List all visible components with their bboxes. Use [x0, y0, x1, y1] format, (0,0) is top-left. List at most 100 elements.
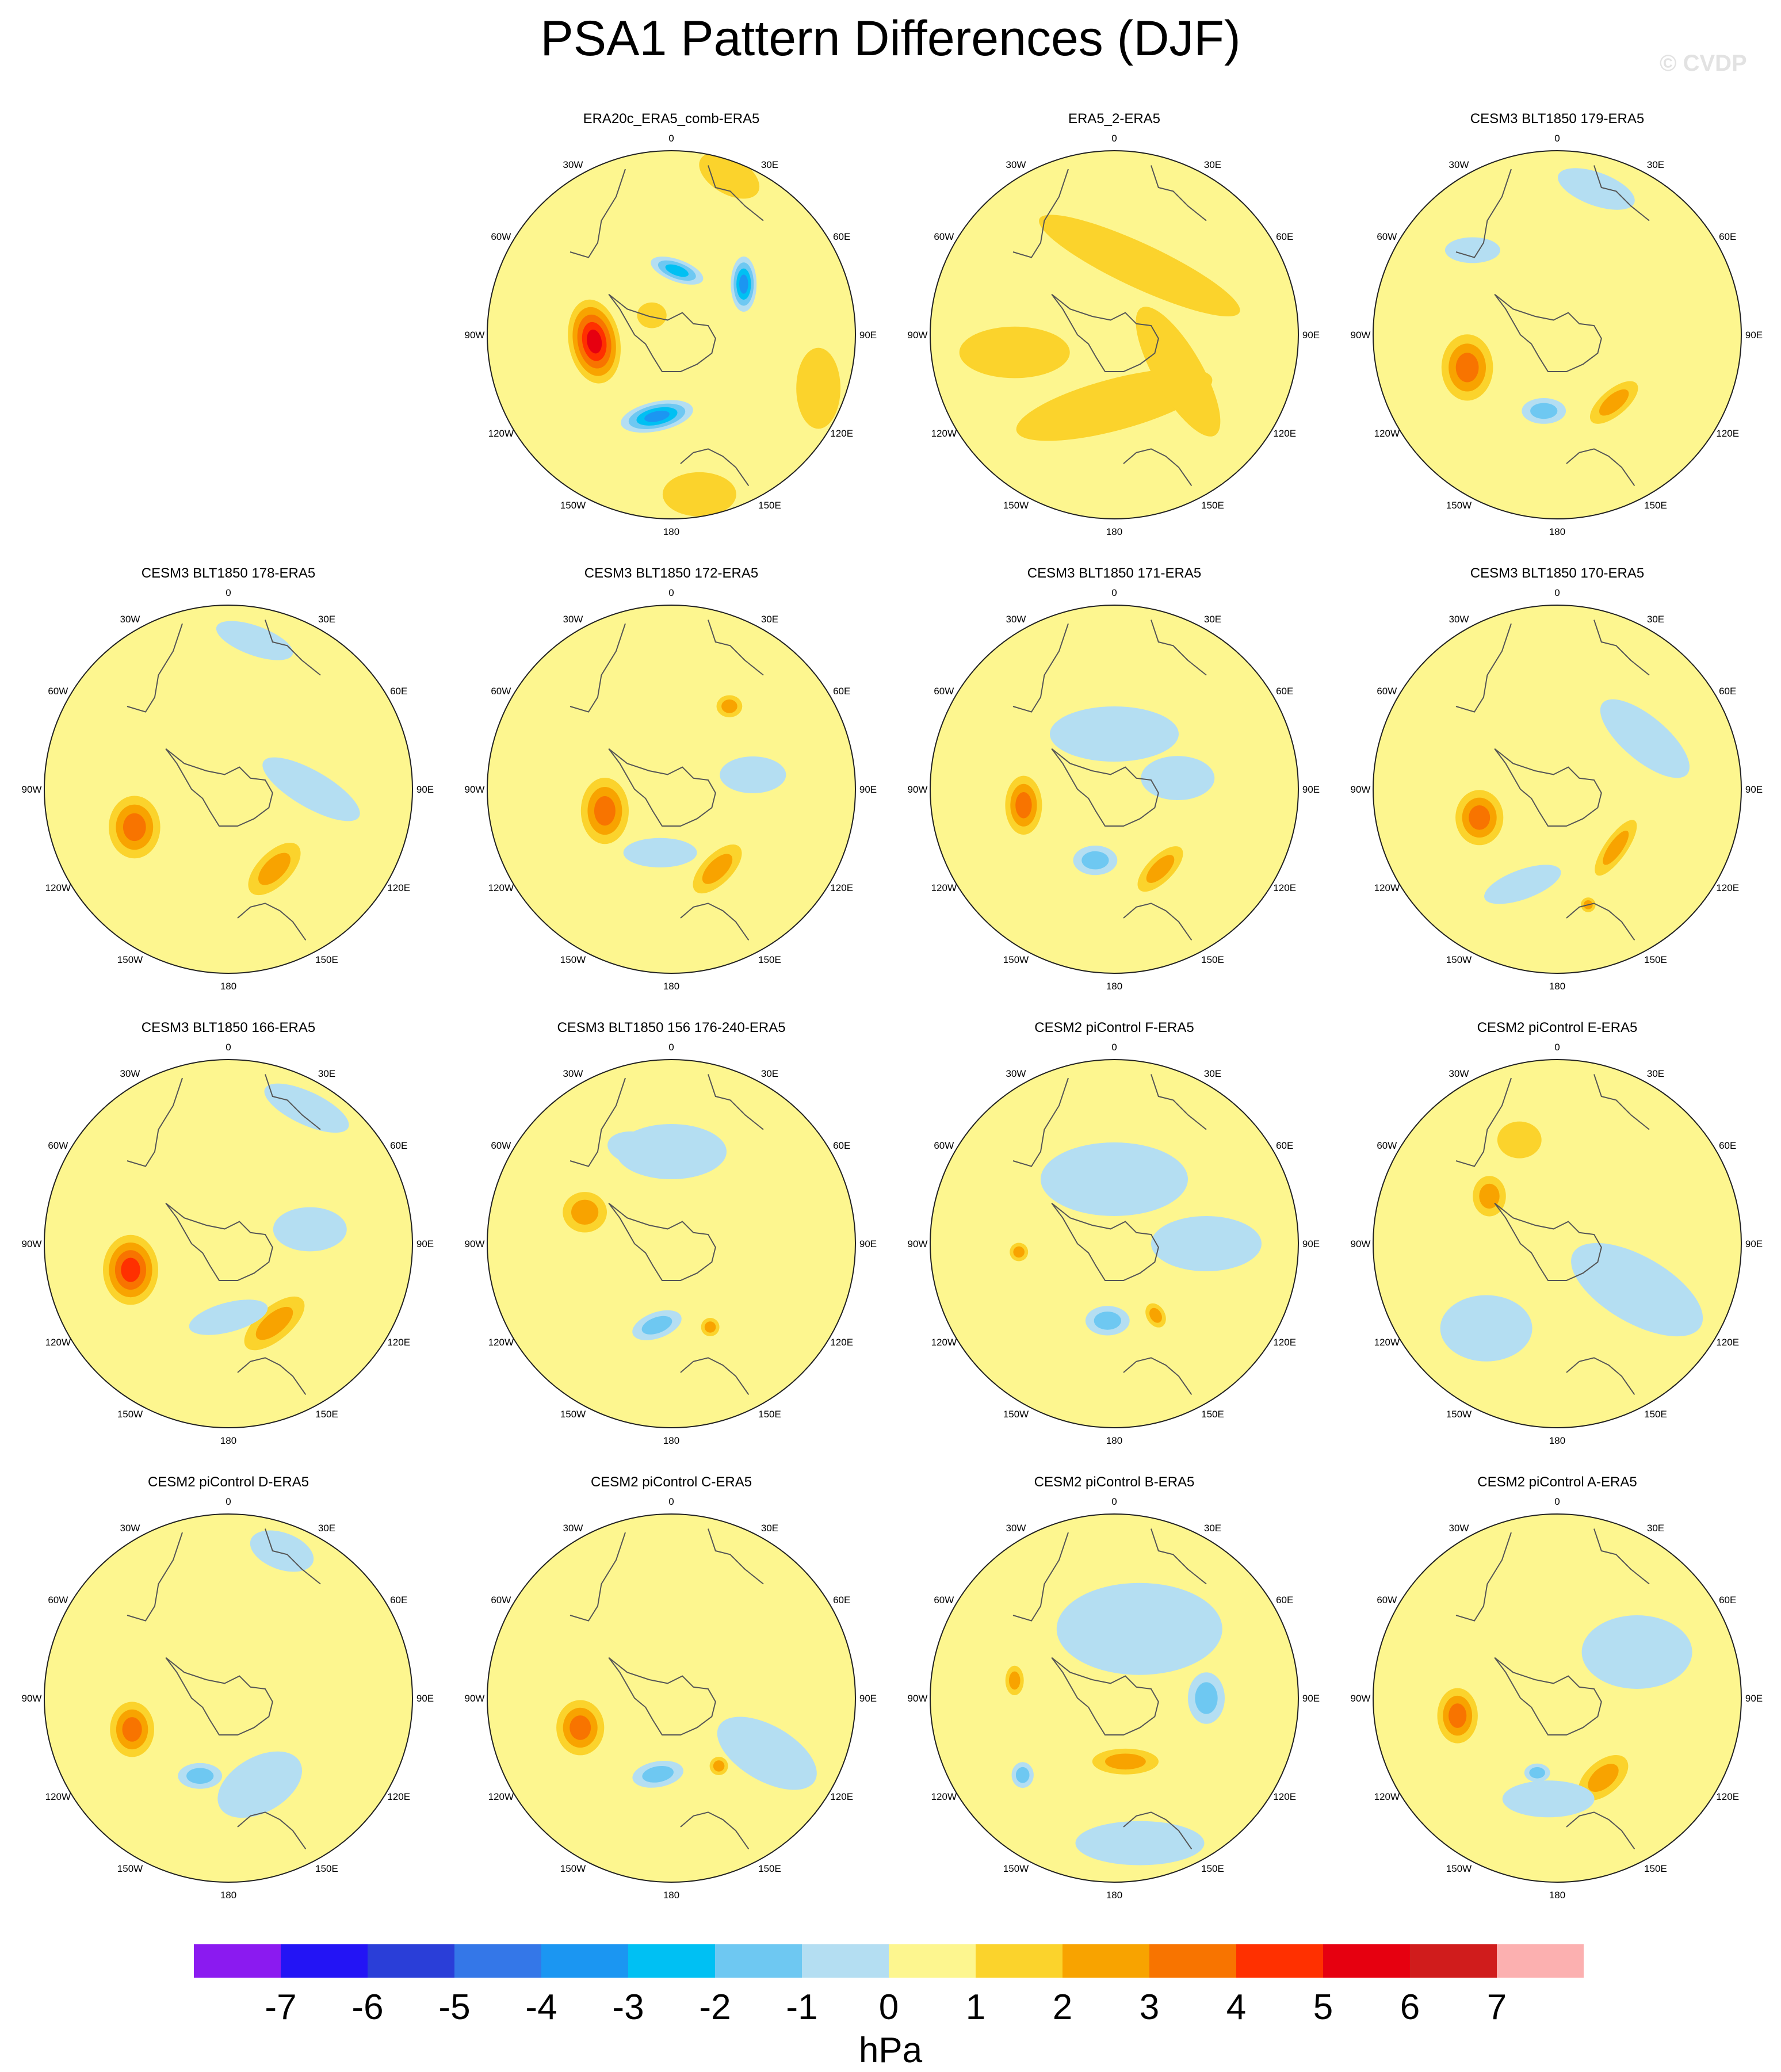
- colorbar-bin: [1323, 1944, 1410, 1978]
- colorbar-bin: [1236, 1944, 1323, 1978]
- lon-label: 120E: [1273, 882, 1296, 893]
- colorbar-bin: [1497, 1944, 1584, 1978]
- lon-label: 90E: [1745, 784, 1763, 795]
- contour-region: [713, 1760, 725, 1772]
- coastline-australia: [1123, 1811, 1193, 1849]
- lon-label: 120E: [387, 1791, 410, 1802]
- colorbar-tick-label: -7: [265, 1987, 296, 2027]
- coastline-antarctica: [1051, 1202, 1159, 1281]
- map-border: [487, 1059, 856, 1428]
- contour-region: [959, 326, 1070, 379]
- colorbar-tick-label: 7: [1487, 1987, 1507, 2027]
- map-background: [1373, 151, 1741, 519]
- lon-label: 60W: [934, 1595, 954, 1605]
- lon-label: 150E: [315, 1409, 338, 1420]
- contour-region: [1603, 831, 1629, 865]
- lon-label: 30W: [1449, 1523, 1469, 1534]
- lon-label: 150E: [315, 1863, 338, 1874]
- lon-label: 60W: [1377, 231, 1397, 242]
- lon-label: 150W: [560, 1409, 586, 1420]
- contour-region: [662, 472, 736, 517]
- lon-label: 90E: [1302, 784, 1320, 795]
- lon-label: 60E: [1719, 686, 1736, 697]
- lon-label: 180: [1106, 526, 1122, 537]
- lon-label: 150E: [758, 954, 781, 965]
- lon-label: 30E: [1204, 159, 1221, 170]
- coastline-antarctica: [608, 1657, 716, 1735]
- lon-label: 150W: [560, 500, 586, 511]
- contour-region: [1081, 851, 1109, 870]
- lon-label: 90E: [1745, 330, 1763, 341]
- map-panel: CESM2 piControl E-ERA5 0 30E 60E 90E 120E 150E…: [1351, 1020, 1763, 1446]
- lon-label: 120E: [387, 1337, 410, 1348]
- lon-label: 150E: [1201, 1409, 1224, 1420]
- coastline-australia: [1123, 1357, 1193, 1395]
- map-border: [487, 605, 856, 974]
- lon-label: 60W: [491, 686, 511, 697]
- contour-region: [641, 1316, 672, 1335]
- map-title: CESM3 BLT1850 178-ERA5: [142, 565, 315, 581]
- lon-label: 150W: [1003, 1409, 1029, 1420]
- lon-label: 30E: [1647, 614, 1664, 625]
- contour-region: [1529, 1767, 1545, 1779]
- contour-region: [1449, 1703, 1467, 1728]
- map-title: CESM2 piControl A-ERA5: [1477, 1474, 1637, 1490]
- lon-label: 180: [663, 1890, 679, 1901]
- lon-label: 150W: [1003, 1863, 1029, 1874]
- coastline-antarctica: [165, 1202, 273, 1281]
- contour-region: [1502, 1780, 1595, 1818]
- lon-label: 90W: [908, 784, 928, 795]
- lon-label: 30W: [1006, 614, 1026, 625]
- contour-region: [796, 347, 840, 429]
- lon-label: 60W: [1377, 1595, 1397, 1605]
- contour-region: [217, 1751, 303, 1818]
- lon-label: 150W: [1003, 954, 1029, 965]
- lon-label: 120W: [488, 1337, 514, 1348]
- contour-region: [123, 813, 146, 842]
- coastline-south-america: [1012, 169, 1069, 258]
- lon-label: 90E: [416, 1693, 434, 1704]
- contour-region: [1056, 1582, 1222, 1675]
- lon-label: 120E: [1273, 1791, 1296, 1802]
- lon-label: 60W: [934, 1140, 954, 1151]
- coastline-antarctica: [1494, 1657, 1602, 1735]
- contour-region: [1013, 1246, 1025, 1258]
- contour-region: [273, 1207, 347, 1252]
- contour-region: [665, 264, 689, 277]
- lon-label: 180: [1106, 1890, 1122, 1901]
- map-border: [1373, 1513, 1742, 1883]
- lon-label: 90E: [859, 1238, 877, 1249]
- colorbar-tick-label: 0: [879, 1987, 899, 2027]
- map-border: [1373, 1059, 1742, 1428]
- lon-label: 30W: [563, 1523, 583, 1534]
- colorbar-bin: [454, 1944, 541, 1978]
- lon-label: 30W: [563, 1068, 583, 1079]
- lon-label: 60E: [1719, 1140, 1736, 1151]
- lon-label: 180: [220, 981, 236, 992]
- lon-label: 60W: [48, 1595, 68, 1605]
- contour-region: [642, 1765, 674, 1783]
- colorbar-tick-label: -3: [612, 1987, 644, 2027]
- lon-label: 0: [1111, 1042, 1117, 1053]
- lon-label: 120E: [1716, 882, 1739, 893]
- colorbar-tick-label: 5: [1313, 1987, 1333, 2027]
- lon-label: 0: [226, 1496, 231, 1507]
- colorbar: -7 -6 -5 -4 -3 -2 -1 0 1 2 3 4 5 6 7 hPa: [194, 1944, 1584, 2070]
- contour-region: [1141, 756, 1215, 800]
- lon-label: 30E: [318, 614, 335, 625]
- contour-region: [1146, 855, 1175, 883]
- map-panel: CESM3 BLT1850 156 176-240-ERA5 0 30E 60E 90E…: [465, 1020, 877, 1446]
- contour-region: [721, 699, 737, 713]
- contour-region: [616, 1124, 727, 1179]
- lon-label: 0: [668, 1042, 674, 1053]
- coastline-south-america: [1455, 1532, 1512, 1622]
- contour-region: [739, 274, 748, 294]
- lon-label: 120W: [931, 882, 957, 893]
- figure-title: PSA1 Pattern Differences (DJF): [540, 11, 1241, 66]
- colorbar-bin: [628, 1944, 715, 1978]
- lon-label: 0: [1111, 133, 1117, 144]
- map-panel: CESM2 piControl A-ERA5 0 30E 60E 90E 120E 150E…: [1351, 1474, 1763, 1901]
- lon-label: 30W: [1449, 159, 1469, 170]
- lon-label: 60W: [491, 231, 511, 242]
- lon-label: 60E: [1719, 231, 1736, 242]
